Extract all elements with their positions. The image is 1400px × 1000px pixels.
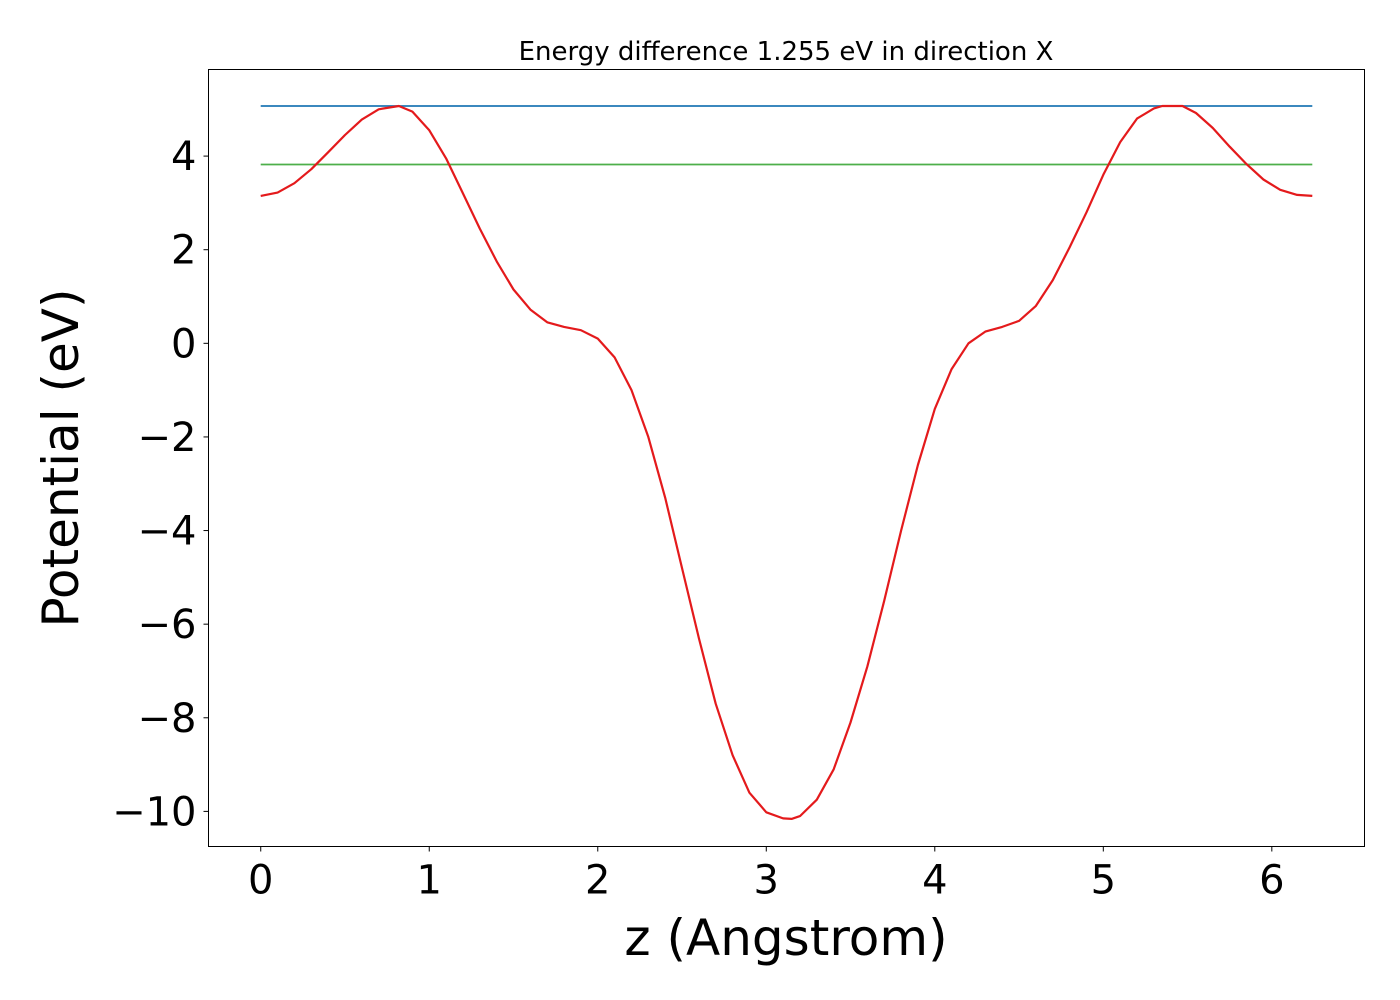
x-axis: 0 1 2 3 4 5 6 [248,846,1285,904]
y-tick-label: −10 [112,789,196,835]
y-tick-label: 0 [171,321,196,367]
y-tick-label: 4 [171,134,196,180]
y-tick-label: −8 [138,696,197,742]
x-tick-label: 4 [922,858,947,904]
x-tick-label: 6 [1259,858,1284,904]
x-tick-label: 5 [1091,858,1116,904]
y-axis-label: Potential (eV) [32,289,90,628]
x-axis-label: z (Angstrom) [624,909,947,967]
y-tick-label: −4 [138,509,197,555]
chart-title: Energy difference 1.255 eV in direction … [519,37,1054,67]
plot-area [260,104,1313,821]
y-axis: 4 2 0 −2 −4 −6 −8 −10 [112,134,209,835]
y-tick-label: 2 [171,228,196,274]
x-tick-label: 0 [248,858,273,904]
x-tick-label: 3 [754,858,779,904]
y-tick-label: −6 [138,602,197,648]
x-tick-label: 2 [585,858,610,904]
y-tick-label: −2 [138,415,197,461]
plot-frame [208,69,1365,847]
x-tick-label: 1 [417,858,442,904]
series-line-0 [260,104,1313,821]
